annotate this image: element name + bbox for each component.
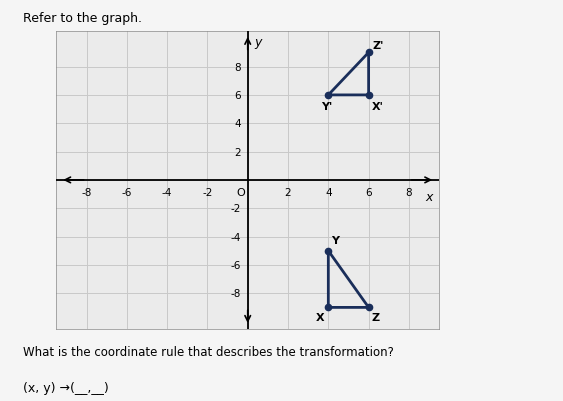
Text: Z': Z' <box>373 41 384 51</box>
Text: -8: -8 <box>230 288 240 298</box>
Text: 6: 6 <box>234 91 240 101</box>
Text: 6: 6 <box>365 188 372 197</box>
Text: -6: -6 <box>230 260 240 270</box>
Text: -4: -4 <box>230 232 240 242</box>
Text: -6: -6 <box>122 188 132 197</box>
Text: X': X' <box>372 101 383 111</box>
Text: y: y <box>255 35 262 49</box>
Text: Y': Y' <box>321 101 332 111</box>
Text: -2: -2 <box>202 188 213 197</box>
Text: 4: 4 <box>234 119 240 129</box>
Text: Z: Z <box>372 312 380 322</box>
Text: x: x <box>426 190 433 203</box>
Text: Refer to the graph.: Refer to the graph. <box>23 12 141 25</box>
Text: -2: -2 <box>230 204 240 214</box>
Text: 2: 2 <box>234 147 240 157</box>
Text: 8: 8 <box>405 188 412 197</box>
Text: 4: 4 <box>325 188 332 197</box>
Text: Y: Y <box>332 235 339 245</box>
Text: -4: -4 <box>162 188 172 197</box>
Text: 8: 8 <box>234 63 240 73</box>
Text: (x, y) →(__,__): (x, y) →(__,__) <box>23 381 108 394</box>
Text: O: O <box>236 188 245 197</box>
Text: 2: 2 <box>285 188 291 197</box>
Text: What is the coordinate rule that describes the transformation?: What is the coordinate rule that describ… <box>23 345 394 358</box>
Text: X: X <box>316 312 324 322</box>
Text: -8: -8 <box>81 188 92 197</box>
